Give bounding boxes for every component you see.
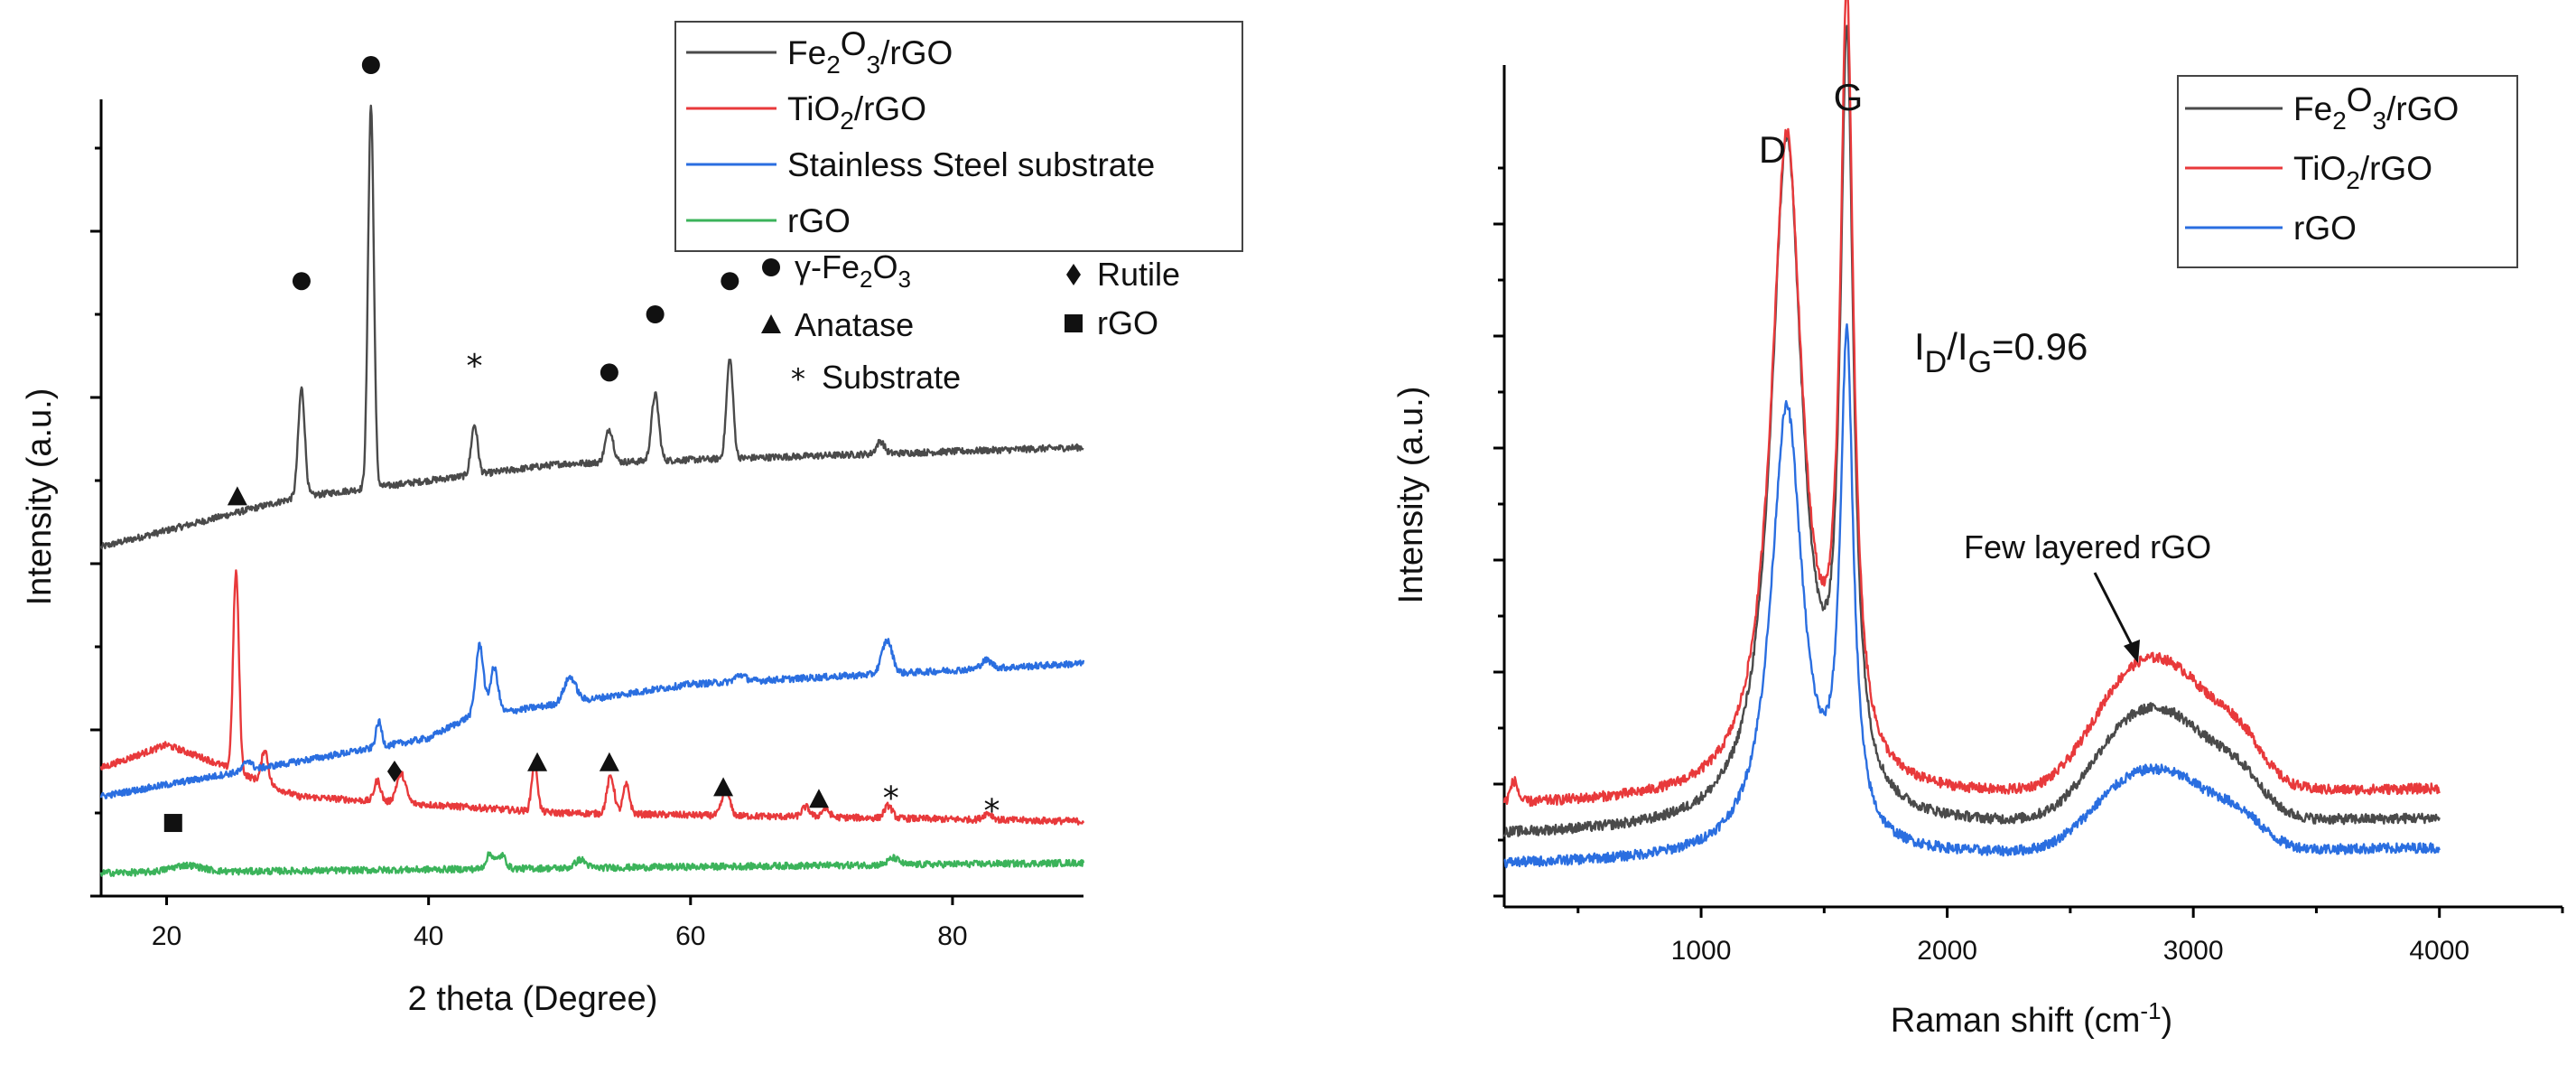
raman-legend-item-0-sub1: 2 [2332, 107, 2347, 135]
xrd-legend-item-2-label-main: Stainless Steel substrate [787, 146, 1155, 183]
raman-few-layer-label: Few layered rGO [1964, 528, 2211, 565]
phase-label-a: rGO [1097, 304, 1158, 341]
xrd-peak-marker-triangle [227, 486, 247, 506]
raman-intensity-ratio: ID/IG=0.96 [1914, 325, 2088, 379]
xrd-legend-item-1-sub1: 2 [840, 107, 854, 135]
raman-legend-item-0-mid: O [2347, 81, 2373, 118]
xrd-series-0-line [99, 104, 1084, 550]
xrd-peak-marker-circle [600, 363, 618, 382]
xrd-legend-item-3-label: rGO [787, 202, 851, 239]
xrd-peak-marker-circle [292, 272, 311, 291]
xrd-peak-marker-star: * [983, 792, 1000, 829]
xrd-series-2-line [99, 638, 1085, 799]
ratio-sub-d: D [1925, 345, 1948, 379]
xrd-peak-marker-triangle [808, 789, 829, 808]
xrd-peak-marker-circle [721, 272, 739, 291]
xrd-legend-item-1-label-main: TiO [787, 90, 840, 127]
xrd-x-tick-label: 60 [675, 921, 705, 951]
xrd-peak-marker-circle [361, 56, 380, 74]
xrd-legend-item-0-label: Fe2O3/rGO [787, 25, 953, 79]
phase-label-sub: 2 [860, 266, 872, 293]
xrd-chart: 20 40 60 80 * * * 2 theta (Degree) Intensity … [21, 21, 1243, 1018]
raman-x-axis-label: Raman shift (cm-1) [1891, 997, 2172, 1040]
phase-label-sub2: 3 [897, 266, 910, 293]
raman-series-1-line [1502, 0, 2441, 808]
raman-legend-item-1-label-main: TiO [2293, 150, 2346, 187]
xrd-peak-marker-square [163, 814, 182, 833]
xrd-legend-item-1-tail: /rGO [854, 90, 926, 127]
xrd-peak-marker-circle [646, 305, 665, 323]
xrd-legend-item-1-label: TiO2/rGO [787, 90, 926, 135]
raman-x-axis-label-sup: -1 [2140, 997, 2161, 1024]
xrd-legend-item-2-label: Stainless Steel substrate [787, 146, 1155, 183]
xrd-peak-marker-triangle [713, 777, 734, 797]
xrd-legend-item-0-sub1: 2 [826, 51, 841, 79]
xrd-phase-legend-circle-label: γ-Fe2O3 [795, 248, 911, 293]
xrd-phase-legend-square-symbol [1065, 314, 1083, 332]
phase-label-a: Substrate [822, 359, 961, 396]
raman-few-layer-arrowhead [2124, 640, 2140, 663]
xrd-peak-marker-diamond [386, 761, 402, 782]
raman-legend-item-0-label-main: Fe [2293, 90, 2332, 127]
xrd-y-axis-label: Intensity (a.u.) [21, 388, 59, 606]
xrd-peak-marker-star: * [466, 348, 482, 385]
xrd-peak-marker-triangle [599, 752, 619, 771]
xrd-legend-item-0-tail: /rGO [880, 34, 953, 71]
xrd-peak-marker-triangle [527, 752, 548, 771]
xrd-phase-legend-square-label: rGO [1097, 304, 1158, 341]
ratio-slash: /I [1947, 325, 1967, 368]
xrd-phase-legend-star-label: Substrate [822, 359, 961, 396]
xrd-series-3-line [99, 851, 1085, 877]
xrd-legend-item-0-sub2: 3 [867, 51, 881, 79]
raman-d-band-label: D [1759, 128, 1786, 171]
raman-y-axis-label: Intensity (a.u.) [1392, 387, 1430, 604]
phase-label-a: Anatase [795, 306, 914, 343]
xrd-phase-legend-triangle-symbol [761, 314, 781, 333]
raman-x-tick-label: 2000 [1917, 936, 1977, 966]
xrd-x-tick-label: 40 [414, 921, 443, 951]
xrd-peak-marker-star: * [883, 780, 899, 817]
ratio-sub-g: G [1968, 345, 1992, 379]
raman-few-layer-arrow [2093, 572, 2137, 653]
phase-label-a: γ-Fe [795, 248, 860, 285]
xrd-legend-item-0-label-main: Fe [787, 34, 826, 71]
xrd-phase-legend-diamond-symbol [1066, 264, 1081, 285]
raman-x-tick-label: 4000 [2409, 936, 2469, 966]
raman-x-tick-label: 3000 [2163, 936, 2224, 966]
phase-label-b: O [872, 248, 897, 285]
xrd-x-axis-label: 2 theta (Degree) [408, 980, 658, 1018]
xrd-series-1-line [99, 569, 1085, 826]
xrd-legend-item-3-label-main: rGO [787, 202, 851, 239]
xrd-phase-legend-star-symbol: * [791, 362, 805, 397]
xrd-phase-legend-triangle-label: Anatase [795, 306, 914, 343]
raman-series-2-line [1503, 322, 2441, 869]
ratio-value: =0.96 [1992, 325, 2088, 368]
raman-x-tick-label: 1000 [1671, 936, 1732, 966]
xrd-x-tick-label: 80 [937, 921, 967, 951]
raman-legend-item-2-label: rGO [2293, 210, 2357, 247]
raman-legend-item-0-sub2: 3 [2373, 107, 2387, 135]
raman-legend-item-1-label: TiO2/rGO [2293, 150, 2432, 194]
xrd-legend-item-0-mid: O [841, 25, 867, 62]
xrd-x-tick-label: 20 [152, 921, 181, 951]
raman-series-0-line [1502, 24, 2441, 838]
xrd-phase-legend-diamond-label: Rutile [1097, 256, 1180, 293]
raman-legend-item-2-label-main: rGO [2293, 210, 2357, 247]
raman-chart: 1000 2000 3000 4000 Intensity (a.u.) Raman … [1392, 0, 2564, 1040]
raman-x-axis-label-end: ) [2162, 1002, 2173, 1040]
raman-g-band-label: G [1834, 76, 1864, 118]
xrd-phase-legend: γ-Fe2O3 Anatase * Substrate Rutile rGO [761, 248, 1180, 397]
raman-legend-item-0-label: Fe2O3/rGO [2293, 81, 2459, 135]
raman-legend-item-0-tail: /rGO [2386, 90, 2459, 127]
phase-label-a: Rutile [1097, 256, 1180, 293]
raman-legend-item-1-sub1: 2 [2346, 166, 2360, 194]
raman-legend-item-1-tail: /rGO [2360, 150, 2432, 187]
xrd-phase-legend-circle-symbol [762, 258, 780, 276]
raman-x-axis-label-main: Raman shift (cm [1891, 1002, 2141, 1040]
ratio-i: I [1914, 325, 1925, 368]
